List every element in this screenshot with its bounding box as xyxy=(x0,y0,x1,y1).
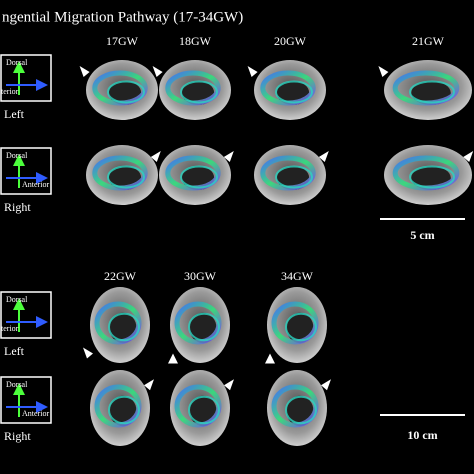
key-box xyxy=(0,147,52,195)
brain-image xyxy=(378,60,472,120)
brain-image xyxy=(152,60,231,120)
fiber-tract xyxy=(107,165,145,189)
ventricle xyxy=(109,395,137,427)
brain-image xyxy=(267,370,331,446)
brain-image xyxy=(384,145,474,205)
scale-label: 10 cm xyxy=(407,428,437,442)
ventricle xyxy=(189,395,217,427)
brain-image xyxy=(86,145,161,205)
fiber-tract xyxy=(285,395,317,425)
brain-image xyxy=(159,145,234,205)
fiber-tract xyxy=(409,165,455,189)
hemisphere-label: Left xyxy=(4,107,25,121)
age-label: 17GW xyxy=(106,34,139,48)
anterior-label: terior xyxy=(1,87,19,96)
dorsal-label: Dorsal xyxy=(6,380,28,389)
arrowhead xyxy=(247,66,258,77)
orientation-key: Dorsal Anterior xyxy=(0,147,52,195)
ventricle xyxy=(286,395,314,427)
fiber-tract xyxy=(108,395,140,425)
fiber-tract xyxy=(275,165,313,189)
arrowhead xyxy=(79,66,90,77)
age-label: 34GW xyxy=(281,269,314,283)
arrowhead xyxy=(152,66,163,77)
arrowhead xyxy=(265,353,275,364)
dorsal-label: Dorsal xyxy=(6,151,28,160)
fiber-tract xyxy=(285,312,317,342)
brain-image xyxy=(247,60,326,120)
orientation-key: Dorsal terior xyxy=(0,54,52,102)
brain-image xyxy=(79,60,158,120)
fiber-tract xyxy=(275,80,313,104)
brain-image xyxy=(254,145,329,205)
anterior-label: Anterior xyxy=(22,180,49,189)
fiber-tract xyxy=(165,155,221,191)
arrowhead xyxy=(83,347,93,359)
arrowhead xyxy=(318,151,329,162)
dorsal-label: Dorsal xyxy=(6,58,28,67)
ventricle xyxy=(189,312,217,344)
age-label: 30GW xyxy=(184,269,217,283)
fiber-tract xyxy=(107,80,145,104)
fiber-tract xyxy=(180,165,218,189)
fiber-tract xyxy=(108,312,140,342)
scale-label: 5 cm xyxy=(410,228,434,242)
anterior-label: terior xyxy=(1,324,19,333)
brain-image xyxy=(90,370,154,446)
brain-image xyxy=(170,370,234,446)
ventricle xyxy=(109,312,137,344)
key-box xyxy=(0,54,52,102)
hemisphere-label: Right xyxy=(4,200,31,214)
fiber-tract xyxy=(260,155,316,191)
fiber-tract xyxy=(188,395,220,425)
anterior-label: Anterior xyxy=(22,409,49,418)
key-box xyxy=(0,376,52,424)
figure-title: ngential Migration Pathway (17-34GW) xyxy=(2,9,243,25)
fiber-tract xyxy=(180,80,218,104)
hemisphere-label: Right xyxy=(4,429,31,443)
fiber-tract xyxy=(165,70,221,106)
arrowhead xyxy=(224,379,234,391)
brain-image xyxy=(265,287,327,364)
orientation-key: Dorsal Anterior xyxy=(0,376,52,424)
arrowhead xyxy=(223,151,234,162)
age-label: 20GW xyxy=(274,34,307,48)
brain-image xyxy=(168,287,230,364)
fiber-tract xyxy=(92,155,148,191)
orientation-key: Dorsal terior xyxy=(0,291,52,339)
age-label: 21GW xyxy=(412,34,445,48)
fiber-tract xyxy=(188,312,220,342)
key-box xyxy=(0,291,52,339)
arrowhead xyxy=(463,151,474,162)
ventricle xyxy=(286,312,314,344)
arrowhead xyxy=(378,66,389,77)
arrowhead xyxy=(144,379,154,391)
fiber-tract xyxy=(92,70,148,106)
arrowhead xyxy=(321,379,331,391)
brain-image xyxy=(83,287,150,363)
arrowhead xyxy=(168,353,178,364)
dorsal-label: Dorsal xyxy=(6,295,28,304)
age-label: 18GW xyxy=(179,34,212,48)
age-label: 22GW xyxy=(104,269,137,283)
fiber-tract xyxy=(260,70,316,106)
hemisphere-label: Left xyxy=(4,344,25,358)
fiber-tract xyxy=(409,80,455,104)
arrowhead xyxy=(150,151,161,162)
